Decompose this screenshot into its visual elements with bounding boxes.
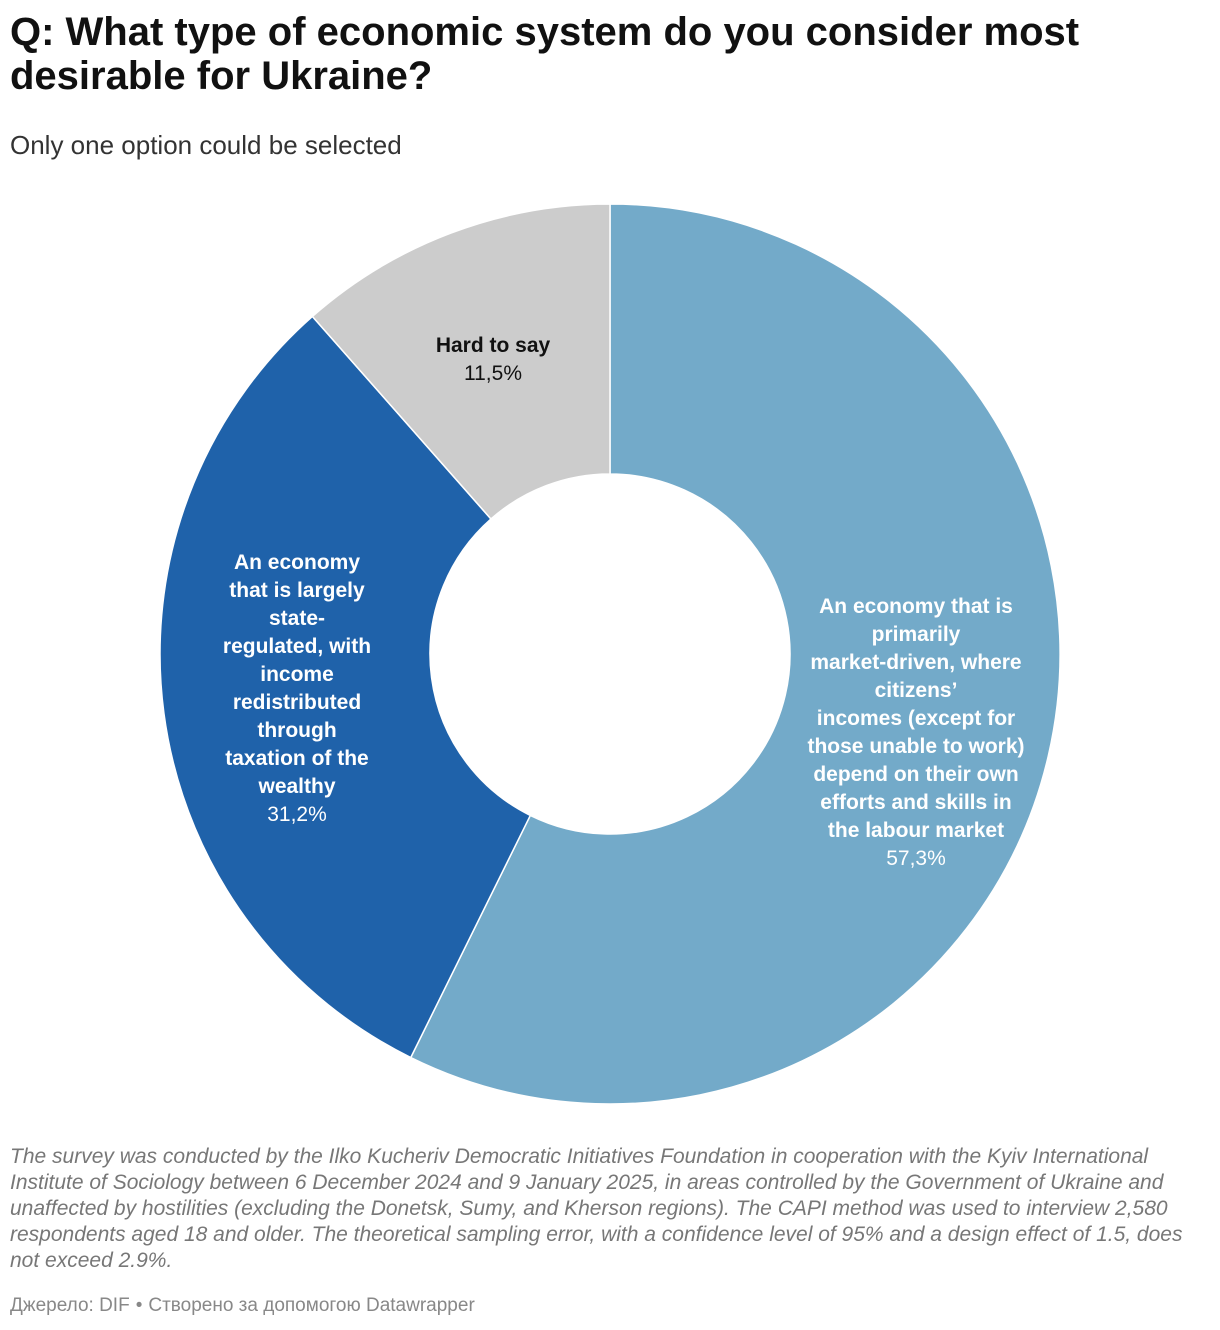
slice-value-hard-to-say: 11,5%: [464, 362, 522, 385]
slice-label-market: An economy that is primarily market-driven…: [807, 595, 1024, 870]
slice-label-line: through: [257, 719, 336, 742]
slice-label-state: An economy that is largely state-regulated…: [223, 551, 371, 826]
slice-label-line: regulated, with: [223, 635, 371, 658]
slice-label-line: state-: [269, 607, 325, 630]
donut-chart: An economy that is primarily market-driven…: [159, 203, 1061, 1105]
slice-label-line: An economy: [234, 551, 360, 574]
slice-label-line: depend on their own: [813, 763, 1018, 786]
datawrapper-credit: Створено за допомогою Datawrapper: [148, 1295, 475, 1316]
slice-market[interactable]: [409, 203, 1061, 1105]
slice-label-line: those unable to work): [807, 735, 1024, 758]
slice-label-line: citizens’: [875, 679, 958, 702]
chart-slices: [159, 203, 1061, 1105]
slice-value-state: 31,2%: [267, 803, 327, 826]
slice-label-line: that is largely: [229, 579, 365, 602]
slice-label-line: income: [260, 663, 334, 686]
slice-label-hard-to-say: Hard to say 11,5%: [436, 334, 551, 385]
footer-source: Джерело: DIF • Створено за допомогою Dataw…: [10, 1294, 475, 1318]
slice-label-line: the labour market: [828, 819, 1004, 842]
slice-label-line: Hard to say: [436, 334, 551, 357]
chart-subtitle: Only one option could be selected: [10, 130, 402, 160]
slice-state[interactable]: [159, 315, 532, 1059]
slice-label-line: primarily: [872, 623, 961, 646]
slice-label-line: taxation of the: [225, 747, 369, 770]
slice-label-line: market-driven, where: [810, 651, 1021, 674]
slice-label-line: redistributed: [233, 691, 361, 714]
footer-notes: The survey was conducted by the Ilko Kuc…: [10, 1145, 1183, 1272]
slice-label-line: wealthy: [257, 775, 335, 798]
chart-title: Q: What type of economic system do you c…: [10, 10, 1080, 98]
slice-value-market: 57,3%: [886, 847, 946, 870]
slice-label-line: An economy that is: [819, 595, 1013, 618]
source-label: Джерело: DIF: [10, 1295, 130, 1316]
slice-hard-to-say[interactable]: [311, 203, 611, 521]
bullet-separator: •: [135, 1295, 143, 1316]
slice-label-line: incomes (except for: [817, 707, 1015, 730]
slice-label-line: efforts and skills in: [820, 791, 1011, 814]
chart-labels: An economy that is primarily market-driven…: [223, 334, 1025, 870]
